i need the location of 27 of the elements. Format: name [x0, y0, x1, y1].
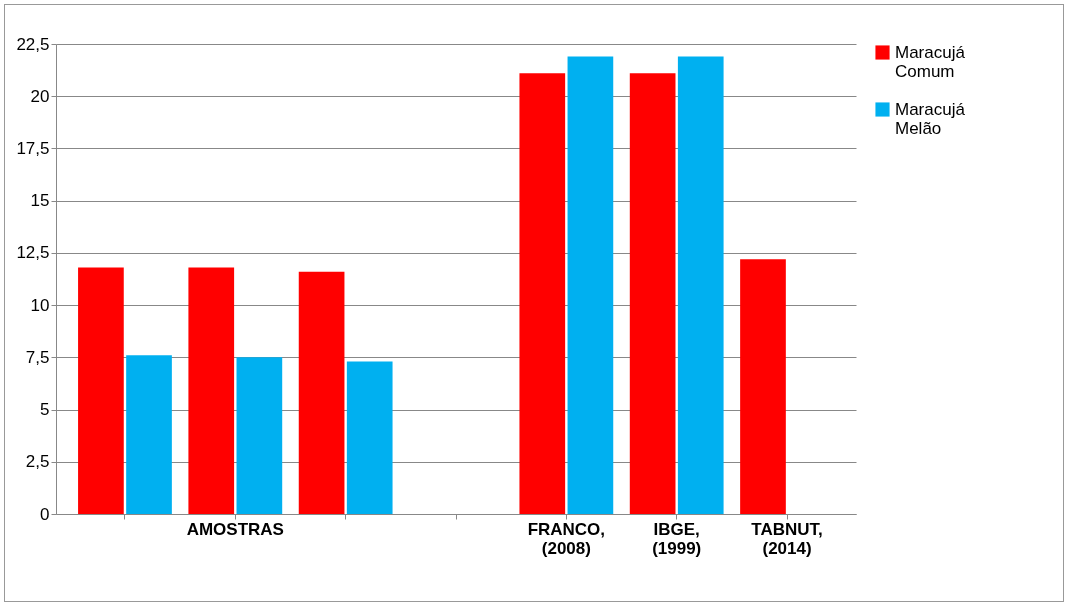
- bar: [519, 73, 566, 514]
- bar: [740, 259, 786, 514]
- x-tick-label: FRANCO, (2008): [527, 519, 606, 558]
- y-tick-label: 5: [40, 400, 50, 420]
- bar: [346, 361, 393, 514]
- legend-label: Maracujá Melão: [895, 99, 966, 138]
- bar: [567, 56, 614, 514]
- y-tick-label: 2,5: [25, 452, 50, 472]
- y-tick-label: 20: [30, 86, 50, 106]
- bar: [629, 73, 676, 514]
- x-tick-label: IBGE, (1999): [652, 519, 702, 558]
- x-tick-label: AMOSTRAS: [186, 519, 284, 539]
- y-tick-label: 10: [30, 295, 50, 315]
- y-tick-label: 17,5: [16, 138, 50, 158]
- legend-label: Maracujá Comum: [895, 42, 966, 81]
- y-tick-label: 0: [40, 504, 50, 524]
- y-tick-label: 22,5: [16, 34, 50, 54]
- bar: [236, 357, 283, 514]
- y-tick-label: 12,5: [16, 243, 50, 263]
- bar: [126, 355, 172, 514]
- bar: [188, 267, 235, 514]
- bar: [298, 271, 345, 514]
- y-tick-label: 7,5: [25, 347, 50, 367]
- y-tick-label: 15: [30, 191, 50, 211]
- bar: [78, 267, 124, 514]
- bar: [677, 56, 724, 514]
- x-tick-label: TABNUT, (2014): [751, 519, 823, 558]
